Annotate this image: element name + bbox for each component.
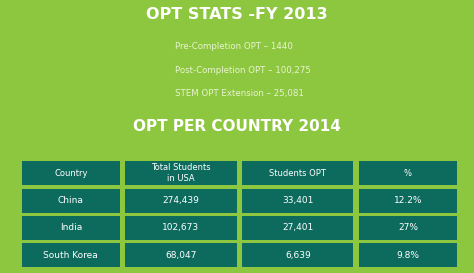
Text: OPT STATS -FY 2013: OPT STATS -FY 2013 [146, 7, 328, 22]
Text: 102,673: 102,673 [163, 224, 200, 232]
Text: 9.8%: 9.8% [396, 251, 419, 260]
Text: Pre-Completion OPT – 1440: Pre-Completion OPT – 1440 [175, 42, 293, 51]
Bar [242, 243, 353, 267]
Polygon shape [395, 148, 421, 158]
Text: Post-Completion OPT – 100,275: Post-Completion OPT – 100,275 [175, 66, 311, 75]
Bar [126, 161, 237, 185]
Bar [242, 216, 353, 240]
Text: 27%: 27% [398, 224, 418, 232]
Text: 274,439: 274,439 [163, 196, 200, 205]
Text: 27,401: 27,401 [282, 224, 313, 232]
Bar [126, 216, 237, 240]
Text: %: % [404, 169, 412, 178]
Text: Country: Country [54, 169, 88, 178]
Bar [242, 161, 353, 185]
Text: STEM OPT Extension – 25,081: STEM OPT Extension – 25,081 [175, 89, 304, 98]
Text: 33,401: 33,401 [282, 196, 313, 205]
Text: 68,047: 68,047 [165, 251, 197, 260]
Bar [22, 161, 120, 185]
Bar [242, 189, 353, 213]
Text: Total Students
in USA: Total Students in USA [151, 163, 211, 183]
Text: South Korea: South Korea [44, 251, 98, 260]
Polygon shape [57, 148, 84, 158]
Bar [22, 243, 120, 267]
Text: China: China [58, 196, 84, 205]
Bar [126, 189, 237, 213]
Bar [359, 243, 457, 267]
Text: India: India [60, 224, 82, 232]
Polygon shape [284, 148, 311, 158]
Bar [126, 243, 237, 267]
Bar [359, 189, 457, 213]
Text: 12.2%: 12.2% [394, 196, 422, 205]
Polygon shape [168, 148, 194, 158]
Bar [359, 161, 457, 185]
Bar [22, 189, 120, 213]
Text: OPT PER COUNTRY 2014: OPT PER COUNTRY 2014 [133, 119, 341, 134]
Text: 6,639: 6,639 [285, 251, 310, 260]
Bar [359, 216, 457, 240]
Text: Students OPT: Students OPT [269, 169, 326, 178]
Bar [22, 216, 120, 240]
